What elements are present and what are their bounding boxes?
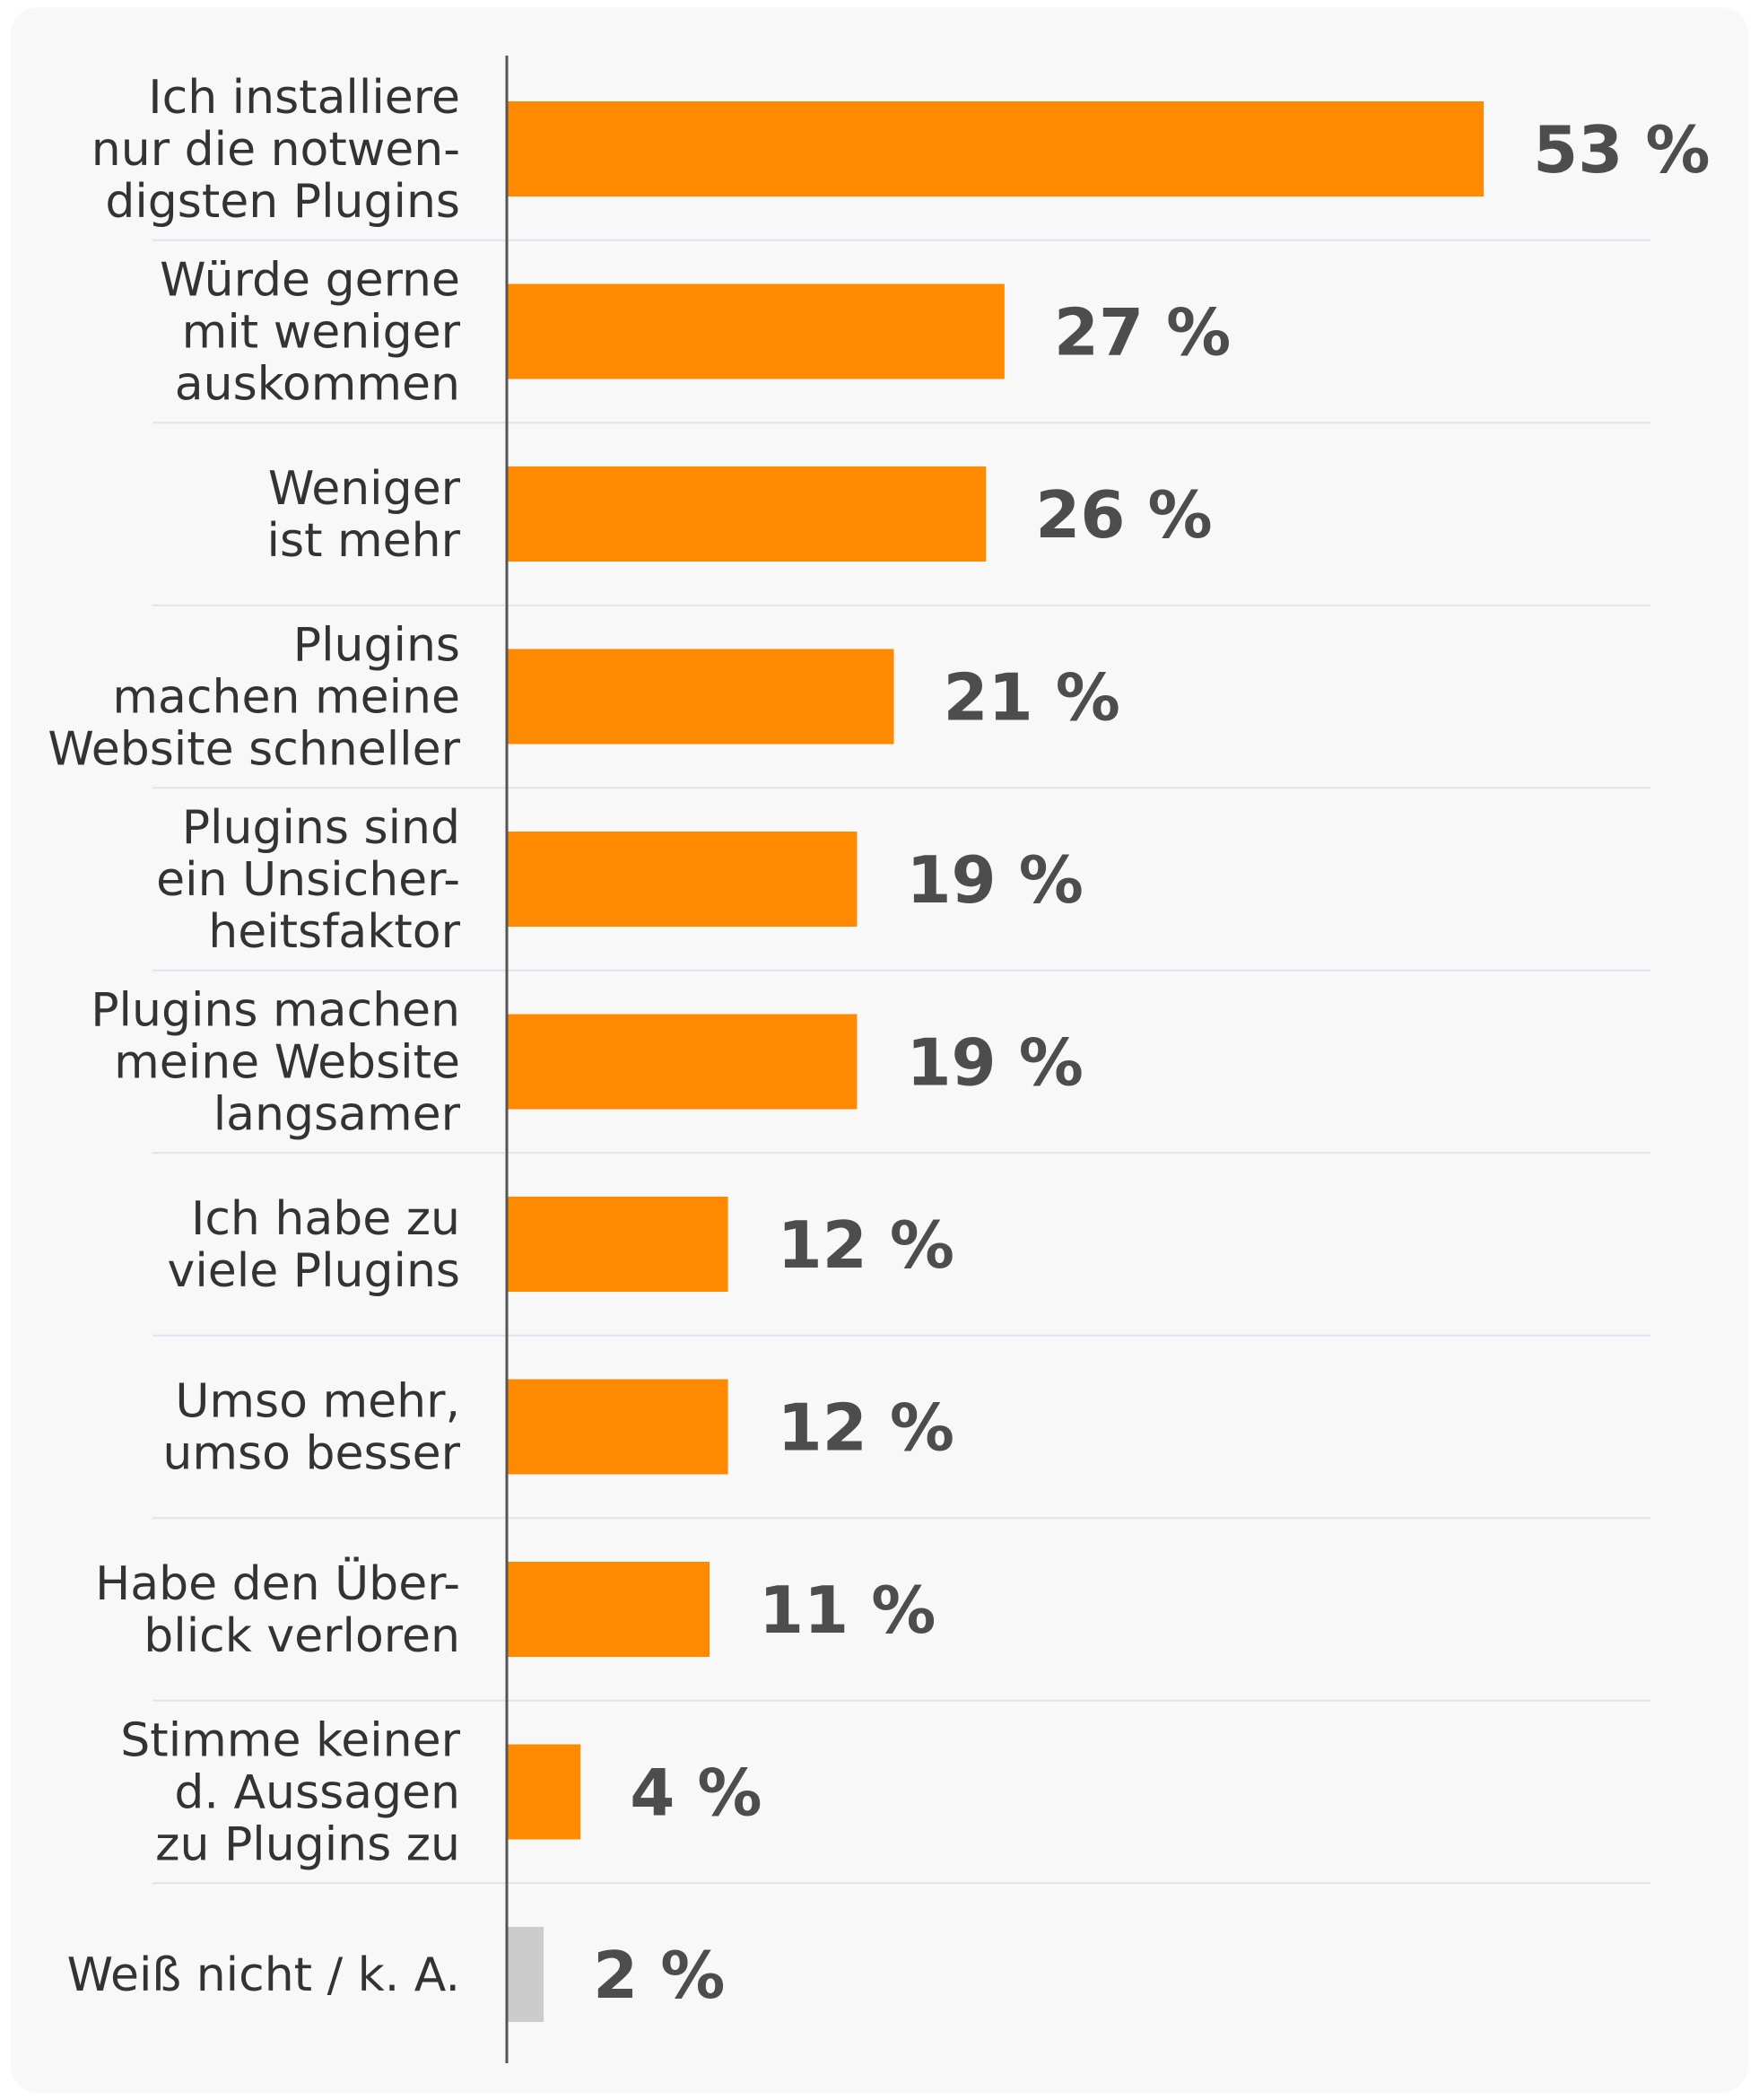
category-label: meine Website xyxy=(114,1036,460,1090)
category-label: d. Aussagen xyxy=(174,1766,460,1820)
value-label: 53 % xyxy=(1533,112,1710,187)
category-label: auskommen xyxy=(175,358,460,412)
value-label: 11 % xyxy=(759,1573,936,1648)
category-label: blick verloren xyxy=(144,1609,460,1663)
bar xyxy=(507,1197,728,1292)
value-label: 19 % xyxy=(906,1025,1083,1101)
category-label: mit weniger xyxy=(182,306,461,360)
category-label: Weiß nicht / k. A. xyxy=(67,1948,460,2002)
bar xyxy=(507,1744,581,1840)
value-label: 12 % xyxy=(778,1390,954,1466)
category-label: Ich installiere xyxy=(148,71,460,125)
category-label: viele Plugins xyxy=(168,1244,460,1298)
category-label: Weniger xyxy=(268,462,461,516)
value-label: 19 % xyxy=(906,842,1083,918)
category-label: nur die notwen- xyxy=(91,123,460,177)
bar xyxy=(507,1927,544,2022)
category-label: Plugins machen xyxy=(91,984,460,1038)
category-label: heitsfaktor xyxy=(208,905,460,959)
bar xyxy=(507,1379,728,1475)
category-label: Website schneller xyxy=(48,723,460,777)
bar xyxy=(507,649,894,745)
bar xyxy=(507,1562,710,1657)
category-label: zu Plugins zu xyxy=(155,1818,460,1872)
category-label: umso besser xyxy=(162,1427,460,1481)
bar xyxy=(507,832,858,927)
bar xyxy=(507,1014,858,1110)
category-label: Plugins sind xyxy=(182,801,460,855)
category-label: Würde gerne xyxy=(160,254,460,308)
category-label: ist mehr xyxy=(267,514,461,568)
value-label: 21 % xyxy=(944,660,1120,736)
bar xyxy=(507,101,1485,196)
category-label: Habe den Über- xyxy=(95,1556,460,1611)
category-label: digsten Plugins xyxy=(105,175,460,229)
category-label: langsamer xyxy=(213,1088,461,1142)
value-label: 26 % xyxy=(1035,477,1212,553)
bar xyxy=(507,466,987,562)
category-label: Stimme keiner xyxy=(120,1714,460,1768)
value-label: 4 % xyxy=(630,1756,762,1831)
category-label: Umso mehr, xyxy=(175,1375,460,1429)
category-label: Plugins xyxy=(293,619,460,673)
value-label: 2 % xyxy=(593,1938,725,2013)
value-label: 12 % xyxy=(778,1207,954,1283)
bar xyxy=(507,283,1005,379)
category-label: Ich habe zu xyxy=(191,1192,460,1246)
value-label: 27 % xyxy=(1054,295,1231,370)
category-label: machen meine xyxy=(112,671,460,725)
category-label: ein Unsicher- xyxy=(156,853,460,907)
